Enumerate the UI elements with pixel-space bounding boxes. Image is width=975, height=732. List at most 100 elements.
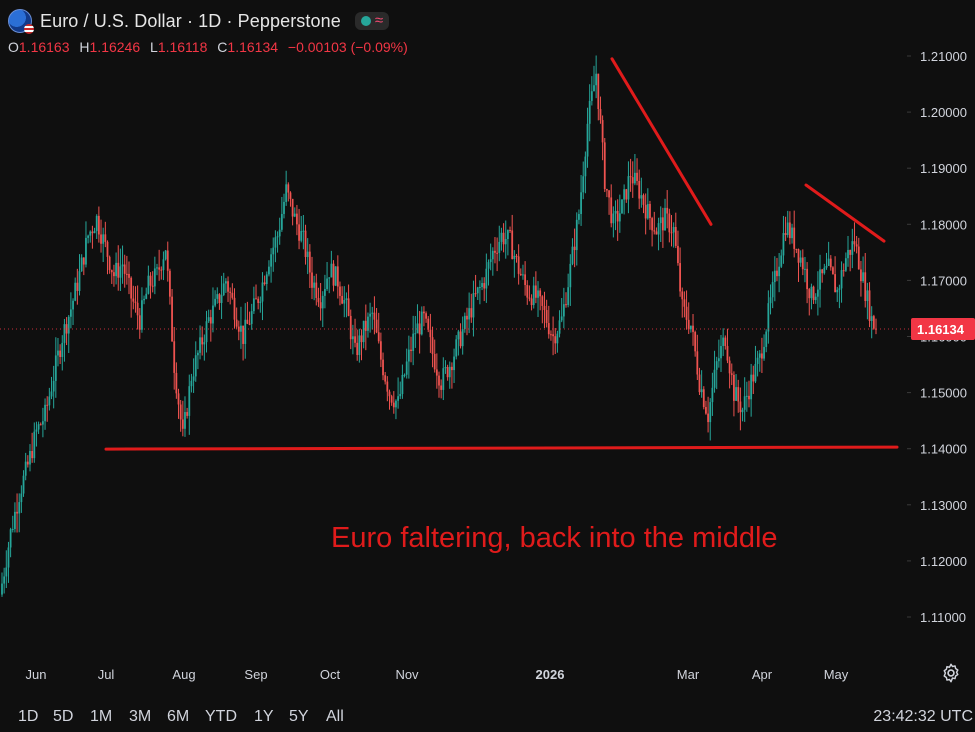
candle-body bbox=[125, 273, 128, 275]
candle-body bbox=[679, 263, 682, 292]
candle-body bbox=[804, 268, 806, 270]
ohlc-open-value: 1.16163 bbox=[18, 39, 70, 55]
candle-body bbox=[528, 297, 531, 299]
candle-body bbox=[758, 353, 761, 358]
candle-body bbox=[511, 230, 514, 260]
candle-body bbox=[192, 376, 195, 381]
candle-body bbox=[571, 246, 574, 264]
candle-body bbox=[763, 346, 765, 359]
candle-body bbox=[401, 374, 404, 394]
candle-body bbox=[847, 249, 849, 259]
candle-body bbox=[739, 401, 742, 413]
x-tick-label: Apr bbox=[752, 667, 773, 682]
candle-body bbox=[1, 583, 3, 595]
y-tick-label: 1.13000 bbox=[920, 498, 967, 513]
candle-body bbox=[821, 269, 824, 274]
candle-body bbox=[285, 184, 288, 202]
candle-body bbox=[431, 337, 434, 354]
range-ytd-button[interactable]: YTD bbox=[205, 708, 237, 725]
range-1y-button[interactable]: 1Y bbox=[254, 708, 274, 725]
candle-body bbox=[470, 308, 473, 318]
candle-body bbox=[76, 282, 79, 291]
candle-body bbox=[743, 396, 746, 410]
candle-body bbox=[37, 424, 40, 430]
range-1m-button[interactable]: 1M bbox=[90, 708, 113, 725]
candle-body bbox=[110, 270, 113, 273]
candle-body bbox=[69, 309, 72, 317]
candle-body bbox=[517, 256, 520, 274]
candle-body bbox=[74, 282, 77, 301]
symbol-title[interactable]: Euro / U.S. Dollar · 1D · Pepperstone bbox=[40, 10, 341, 31]
candle-body bbox=[748, 395, 750, 400]
candle-body bbox=[519, 273, 522, 276]
candle-body bbox=[57, 350, 59, 356]
candle-body bbox=[160, 269, 163, 271]
candle-body bbox=[395, 400, 397, 408]
candle-body bbox=[222, 283, 225, 296]
candle-body bbox=[451, 366, 453, 371]
price-chart[interactable]: 1.210001.200001.190001.180001.170001.160… bbox=[0, 0, 975, 700]
candle-body bbox=[761, 353, 763, 359]
candle-body bbox=[646, 203, 649, 219]
candle-body bbox=[199, 337, 201, 353]
candle-body bbox=[364, 320, 367, 331]
candle-body bbox=[705, 407, 707, 414]
candle-body bbox=[33, 431, 36, 459]
candle-body bbox=[298, 224, 300, 241]
candle-body bbox=[317, 297, 320, 303]
candle-body bbox=[474, 293, 477, 295]
candle-body bbox=[259, 301, 262, 303]
candle-body bbox=[444, 367, 447, 369]
range-3m-button[interactable]: 3M bbox=[129, 708, 152, 725]
candle-body bbox=[115, 262, 117, 277]
symbol-title-row[interactable]: Euro / U.S. Dollar · 1D · Pepperstone ≈ bbox=[8, 9, 390, 34]
candle-body bbox=[829, 258, 832, 268]
candle-body bbox=[132, 298, 135, 302]
candle-body bbox=[31, 450, 34, 459]
candle-body bbox=[784, 233, 787, 235]
candle-body bbox=[623, 189, 626, 200]
candle-body bbox=[806, 268, 809, 290]
range-1d-button[interactable]: 1D bbox=[18, 708, 39, 725]
candle-body bbox=[793, 227, 796, 249]
candle-body bbox=[145, 293, 148, 299]
candle-body bbox=[319, 302, 322, 309]
utc-clock[interactable]: 23:42:32 UTC bbox=[873, 708, 973, 725]
candle-body bbox=[190, 380, 193, 387]
x-tick-label: Sep bbox=[244, 667, 267, 682]
flag-icon bbox=[8, 9, 34, 34]
candle-body bbox=[278, 229, 281, 237]
market-status-pill[interactable]: ≈ bbox=[354, 12, 390, 30]
candle-body bbox=[810, 286, 813, 299]
range-6m-button[interactable]: 6M bbox=[167, 708, 190, 725]
candle-body bbox=[661, 217, 664, 231]
candle-body bbox=[737, 387, 740, 402]
candle-body bbox=[252, 298, 255, 312]
candle-body bbox=[827, 258, 830, 266]
x-tick-label: Jul bbox=[98, 667, 115, 682]
candle-body bbox=[840, 270, 843, 289]
candle-body bbox=[143, 298, 145, 301]
candle-body bbox=[649, 203, 651, 219]
candle-body bbox=[276, 236, 279, 238]
candle-body bbox=[720, 346, 722, 359]
range-all-button[interactable]: All bbox=[326, 708, 344, 725]
candle-body bbox=[782, 233, 785, 256]
candle-body bbox=[407, 349, 410, 362]
candle-body bbox=[771, 282, 774, 298]
candle-body bbox=[158, 267, 161, 270]
candle-body bbox=[537, 290, 539, 298]
candle-body bbox=[293, 213, 296, 217]
candle-body bbox=[849, 249, 852, 255]
candle-body bbox=[515, 255, 518, 257]
range-5y-button[interactable]: 5Y bbox=[289, 708, 309, 725]
range-5d-button[interactable]: 5D bbox=[53, 708, 74, 725]
candle-body bbox=[173, 341, 176, 373]
x-tick-label: 2026 bbox=[536, 667, 565, 682]
candle-body bbox=[181, 419, 184, 429]
settings-gear-icon[interactable] bbox=[940, 662, 962, 684]
candle-body bbox=[834, 274, 836, 293]
candle-body bbox=[498, 241, 501, 253]
candle-body bbox=[212, 305, 214, 324]
candle-body bbox=[207, 317, 210, 322]
